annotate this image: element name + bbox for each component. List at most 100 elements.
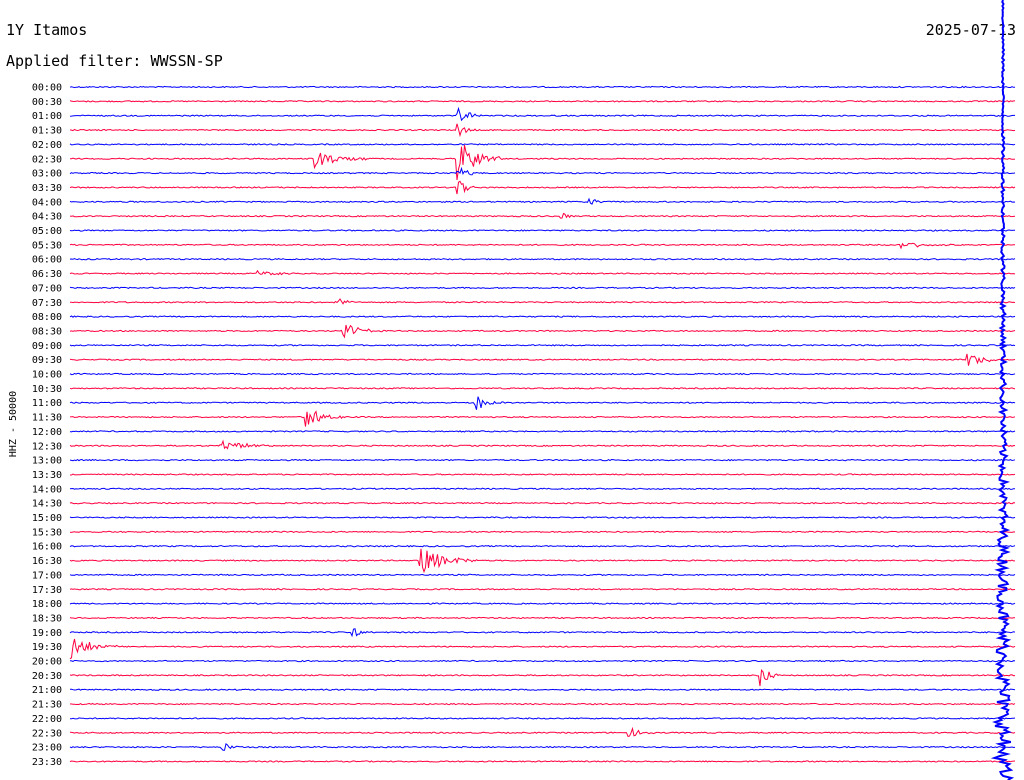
tick-label: 12:30	[32, 441, 62, 452]
tick-label: 11:00	[32, 398, 62, 409]
trace-row	[69, 544, 1016, 548]
filter-label: Applied filter: WWSSN-SP	[6, 52, 223, 70]
trace-row	[69, 659, 1016, 663]
tick-label: 10:00	[32, 370, 62, 381]
trace-row	[69, 516, 1016, 519]
trace-row	[69, 106, 1015, 122]
trace-row	[69, 743, 1016, 751]
tick-label: 09:00	[32, 341, 62, 352]
trace-row	[69, 387, 1016, 390]
trace-row	[69, 197, 1016, 205]
tick-label: 02:00	[32, 140, 62, 151]
tick-label: 20:00	[32, 657, 62, 668]
clipped-trace	[990, 0, 1015, 780]
time-tick-labels: 00:00 00:30 01:00 01:30 02:00 02:30 03:00 03:30…	[32, 83, 62, 768]
tick-label: 22:00	[32, 714, 62, 725]
tick-label: 14:00	[32, 484, 62, 495]
y-axis-label: HHZ - 50000	[8, 391, 19, 457]
tick-label: 13:00	[32, 456, 62, 467]
trace-row	[69, 616, 1015, 620]
trace-row	[69, 324, 1016, 339]
trace-row	[69, 229, 1015, 232]
tick-label: 17:00	[32, 570, 62, 581]
date-label: 2025-07-13	[926, 21, 1016, 39]
seismic-traces	[69, 85, 1016, 763]
trace-row	[70, 144, 1016, 181]
trace-row	[69, 688, 1016, 691]
trace-row	[69, 602, 1016, 605]
tick-label: 04:30	[32, 212, 62, 223]
trace-row	[69, 180, 1016, 195]
tick-label: 19:30	[32, 642, 62, 653]
tick-label: 21:00	[32, 685, 62, 696]
tick-label: 04:00	[32, 197, 62, 208]
trace-row	[69, 298, 1016, 305]
tick-label: 16:00	[32, 542, 62, 553]
tick-label: 11:30	[32, 413, 62, 424]
tick-label: 03:00	[32, 169, 62, 180]
tick-label: 08:30	[32, 326, 62, 337]
tick-label: 01:00	[32, 111, 62, 122]
tick-label: 00:00	[32, 83, 62, 94]
station-title: 1Y Itamos	[6, 21, 87, 39]
tick-label: 20:30	[32, 671, 62, 682]
tick-label: 00:30	[32, 97, 62, 108]
tick-label: 07:00	[32, 283, 62, 294]
tick-label: 23:30	[32, 757, 62, 768]
trace-row	[69, 269, 1016, 276]
trace-row	[69, 439, 1016, 450]
tick-label: 19:00	[32, 628, 62, 639]
trace-row	[69, 501, 1016, 505]
tick-label: 06:00	[32, 255, 62, 266]
trace-row	[69, 100, 1016, 103]
trace-row	[69, 588, 1016, 591]
trace-row	[69, 143, 1016, 146]
clipped-trace-edge	[990, 0, 1015, 780]
trace-row	[69, 548, 1015, 574]
trace-row	[69, 166, 1016, 176]
trace-row	[69, 123, 1016, 138]
trace-row	[69, 372, 1016, 376]
tick-label: 09:30	[32, 355, 62, 366]
tick-label: 02:30	[32, 154, 62, 165]
trace-row	[69, 726, 1016, 737]
tick-label: 08:00	[32, 312, 62, 323]
tick-label: 07:30	[32, 298, 62, 309]
tick-label: 05:00	[32, 226, 62, 237]
trace-row	[70, 473, 1016, 476]
trace-row	[69, 628, 1016, 638]
tick-label: 10:30	[32, 384, 62, 395]
tick-label: 05:30	[32, 240, 62, 251]
trace-row	[69, 212, 1016, 219]
tick-label: 01:30	[32, 126, 62, 137]
trace-row	[69, 315, 1016, 318]
tick-label: 18:00	[32, 599, 62, 610]
trace-row	[69, 286, 1016, 290]
trace-row	[69, 573, 1016, 577]
tick-label: 15:30	[32, 527, 62, 538]
trace-row	[69, 85, 1015, 89]
trace-row	[69, 344, 1016, 347]
trace-row	[69, 638, 1016, 660]
trace-row	[69, 410, 1016, 427]
trace-row	[69, 669, 1016, 687]
tick-label: 17:30	[32, 585, 62, 596]
tick-label: 13:30	[32, 470, 62, 481]
trace-row	[69, 353, 1016, 366]
tick-label: 22:30	[32, 728, 62, 739]
trace-row	[69, 487, 1016, 491]
trace-row	[69, 717, 1016, 720]
trace-row	[69, 257, 1016, 261]
tick-label: 12:00	[32, 427, 62, 438]
trace-row	[69, 396, 1016, 410]
trace-row	[69, 760, 1016, 763]
tick-label: 21:30	[32, 700, 62, 711]
tick-label: 18:30	[32, 613, 62, 624]
tick-label: 23:00	[32, 743, 62, 754]
tick-label: 06:30	[32, 269, 62, 280]
tick-label: 03:30	[32, 183, 62, 194]
trace-row	[69, 702, 1016, 706]
trace-row	[69, 458, 1016, 462]
trace-row	[69, 430, 1016, 433]
